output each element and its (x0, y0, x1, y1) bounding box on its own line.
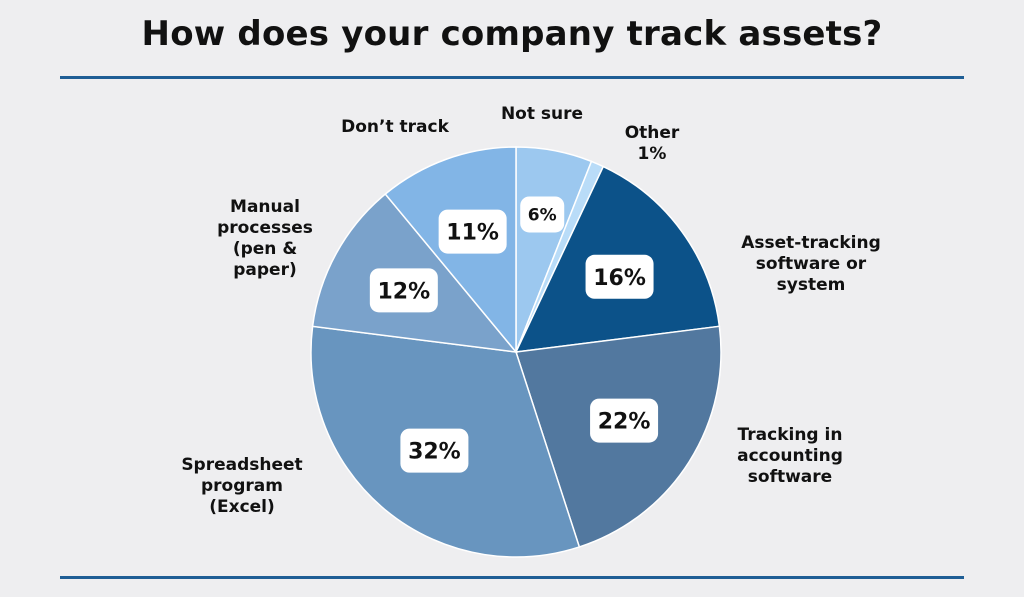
label-manual: Manual processes (pen & paper) (217, 197, 313, 280)
pie-slices (310, 146, 722, 558)
value-label-box (585, 254, 654, 299)
label-dont-track: Don’t track (341, 117, 449, 137)
value-label-box (369, 268, 438, 313)
value-label-text: 32% (408, 440, 461, 465)
value-label-box (400, 428, 469, 473)
value-label-text: 16% (593, 266, 646, 291)
pie-value-labels: 6% 16% 22% 32% 12% 11% (369, 196, 659, 473)
value-label-asset-tracking-software-or-system: 16% (585, 254, 654, 299)
label-other: Other 1% (624, 123, 680, 164)
bottom-divider (60, 576, 964, 579)
value-label-manual-processes-pen-paper: 12% (369, 268, 438, 313)
value-label-text: 12% (377, 279, 430, 304)
value-label-spreadsheet-program-excel: 32% (400, 428, 469, 473)
value-label-text: 6% (528, 205, 557, 225)
top-divider (60, 76, 964, 79)
value-label-not-sure: 6% (520, 196, 565, 233)
value-label-box (590, 398, 659, 443)
value-label-box (520, 196, 565, 233)
chart-title: How does your company track assets? (141, 14, 883, 54)
label-spreadsheet: Spreadsheet program (Excel) (181, 455, 303, 517)
value-label-tracking-in-accounting-software: 22% (590, 398, 659, 443)
value-label-text: 11% (446, 221, 499, 246)
value-label-don-t-track: 11% (438, 209, 507, 254)
value-label-text: 22% (598, 410, 651, 435)
label-accounting: Tracking in accounting software (737, 425, 843, 487)
label-not-sure: Not sure (500, 104, 584, 124)
label-asset-tracking: Asset-tracking software or system (741, 233, 881, 295)
value-label-box (438, 209, 507, 254)
